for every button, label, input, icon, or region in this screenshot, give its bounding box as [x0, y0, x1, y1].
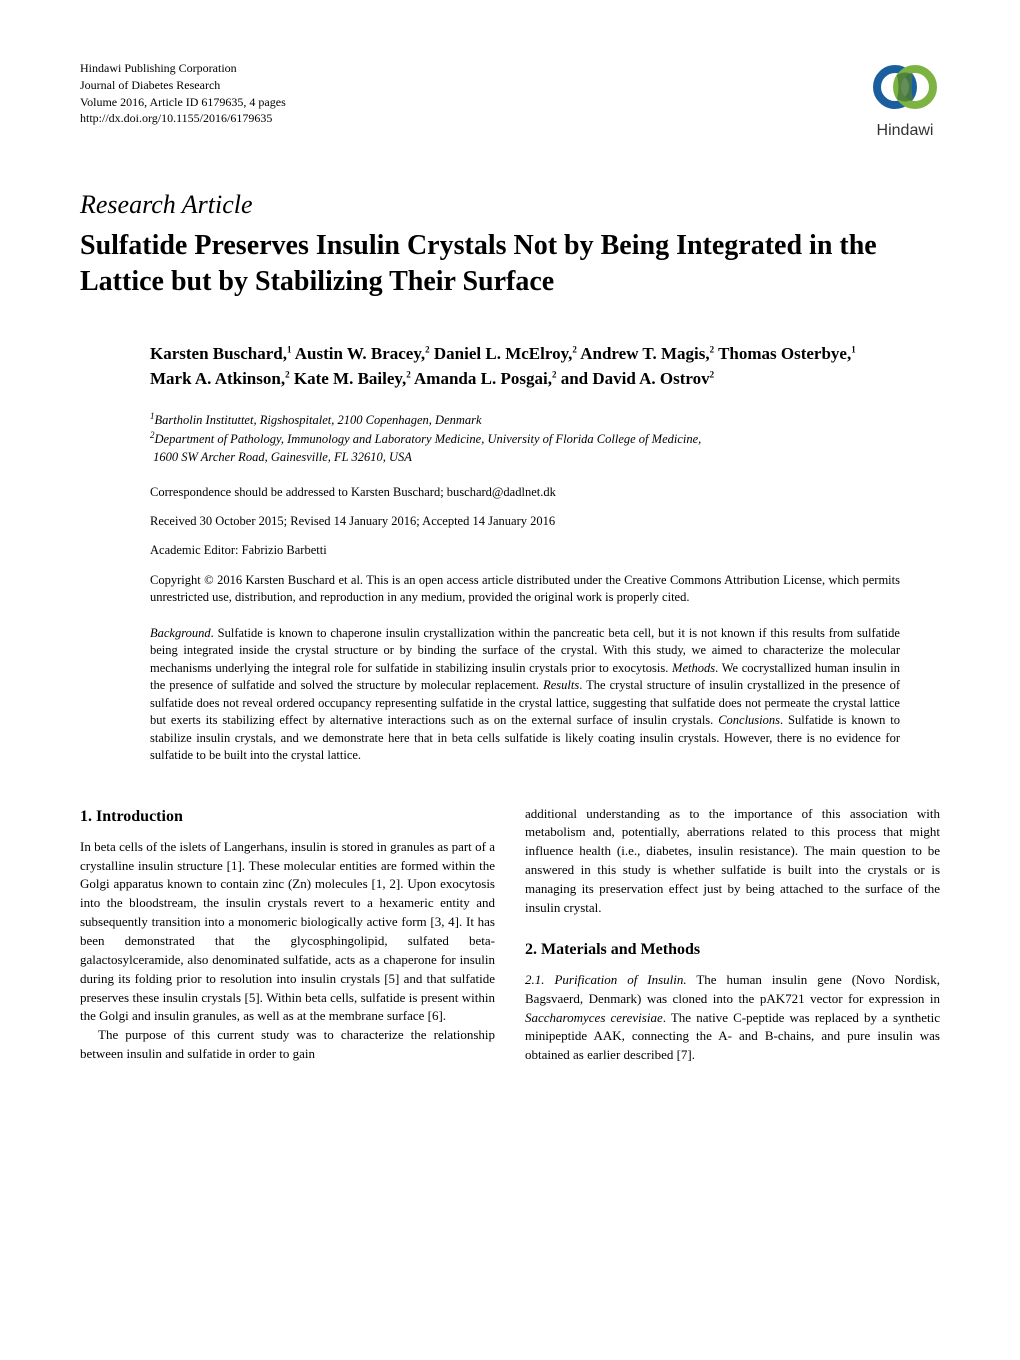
article-type: Research Article	[80, 190, 940, 220]
publisher-logo-text: Hindawi	[870, 122, 940, 140]
right-column: additional understanding as to the impor…	[525, 805, 940, 1065]
article-title: Sulfatide Preserves Insulin Crystals Not…	[80, 228, 940, 301]
volume-info: Volume 2016, Article ID 6179635, 4 pages	[80, 94, 286, 111]
intro-paragraph-2-continued: additional understanding as to the impor…	[525, 805, 940, 918]
publisher-logo: Hindawi	[870, 60, 940, 140]
species-name: Saccharomyces cerevisiae	[525, 1010, 663, 1025]
intro-paragraph-1: In beta cells of the islets of Langerhan…	[80, 838, 495, 1026]
intro-paragraph-2: The purpose of this current study was to…	[80, 1026, 495, 1064]
introduction-heading: 1. Introduction	[80, 805, 495, 828]
hindawi-logo-icon	[870, 60, 940, 115]
affiliation-1: 1Bartholin Instituttet, Rigshospitalet, …	[150, 410, 900, 430]
body-columns: 1. Introduction In beta cells of the isl…	[80, 805, 940, 1065]
affiliations: 1Bartholin Instituttet, Rigshospitalet, …	[150, 410, 900, 467]
copyright-notice: Copyright © 2016 Karsten Buschard et al.…	[150, 572, 900, 607]
methods-heading: 2. Materials and Methods	[525, 938, 940, 961]
publication-info: Hindawi Publishing Corporation Journal o…	[80, 60, 286, 127]
affiliation-2: 2Department of Pathology, Immunology and…	[150, 429, 900, 466]
methods-paragraph-1: 2.1. Purification of Insulin. The human …	[525, 971, 940, 1065]
abstract: Background. Sulfatide is known to chaper…	[150, 625, 900, 765]
correspondence: Correspondence should be addressed to Ka…	[150, 485, 900, 500]
left-column: 1. Introduction In beta cells of the isl…	[80, 805, 495, 1065]
abstract-conclusions-label: Conclusions	[718, 713, 780, 727]
methods-subsection-label: 2.1. Purification of Insulin.	[525, 972, 687, 987]
doi-link: http://dx.doi.org/10.1155/2016/6179635	[80, 110, 286, 127]
abstract-methods-label: Methods	[672, 661, 715, 675]
publisher-name: Hindawi Publishing Corporation	[80, 60, 286, 77]
author-list: Karsten Buschard,1 Austin W. Bracey,2 Da…	[150, 341, 900, 392]
abstract-background-label: Background	[150, 626, 211, 640]
journal-name: Journal of Diabetes Research	[80, 77, 286, 94]
academic-editor: Academic Editor: Fabrizio Barbetti	[150, 543, 900, 558]
article-dates: Received 30 October 2015; Revised 14 Jan…	[150, 514, 900, 529]
page-header: Hindawi Publishing Corporation Journal o…	[80, 60, 940, 140]
abstract-results-label: Results	[543, 678, 579, 692]
